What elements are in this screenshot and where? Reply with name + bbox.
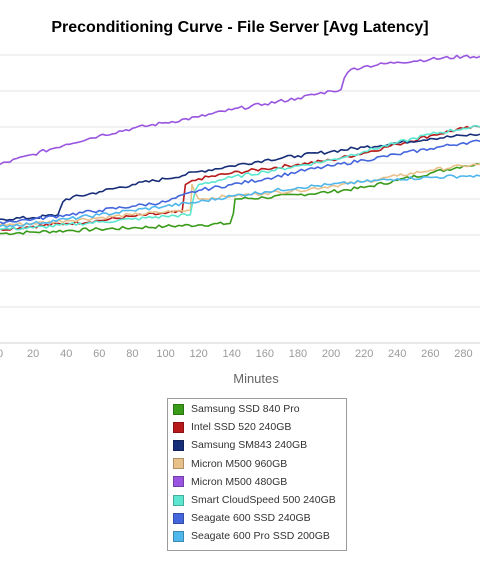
legend-label: Smart CloudSpeed 500 240GB (191, 494, 336, 507)
legend-swatch (173, 458, 184, 470)
x-tick-label: 120 (189, 348, 207, 360)
legend-item: Micron M500 960GB (168, 455, 346, 473)
legend-label: Samsung SM843 240GB (191, 439, 308, 452)
legend-item: Samsung SM843 240GB (168, 436, 346, 454)
x-tick-label: 140 (223, 348, 241, 360)
x-tick-label: 40 (60, 348, 72, 360)
series-line (0, 124, 480, 231)
x-tick-label: 200 (322, 348, 340, 360)
legend-label: Intel SSD 520 240GB (191, 421, 292, 434)
legend-swatch (173, 476, 184, 488)
legend-swatch (173, 512, 184, 524)
x-tick-label: 240 (388, 348, 406, 360)
x-tick-label: 280 (454, 348, 472, 360)
x-tick-label: 220 (355, 348, 373, 360)
legend-label: Seagate 600 Pro SSD 200GB (191, 530, 330, 543)
legend-swatch (173, 439, 184, 451)
x-tick-label: 260 (421, 348, 439, 360)
series-line (0, 139, 480, 225)
legend-swatch (173, 494, 184, 506)
x-tick-label: 20 (27, 348, 39, 360)
x-tick-label: 60 (93, 348, 105, 360)
legend-item: Seagate 600 SSD 240GB (168, 509, 346, 527)
legend-swatch (173, 421, 184, 433)
x-tick-label: 100 (156, 348, 174, 360)
legend-label: Micron M500 480GB (191, 475, 288, 488)
legend-item: Intel SSD 520 240GB (168, 418, 346, 436)
chart-title: Preconditioning Curve - File Server [Avg… (51, 19, 429, 36)
legend-item: Smart CloudSpeed 500 240GB (168, 491, 346, 509)
legend-item: Seagate 600 Pro SSD 200GB (168, 527, 346, 545)
legend-label: Micron M500 960GB (191, 457, 288, 470)
x-axis-ticks: 0 20 40 60 80 100 120 140 160 180 200 220 240 260 280 (0, 348, 473, 360)
series-lines (0, 54, 480, 236)
x-tick-label: 160 (256, 348, 274, 360)
line-chart: 020406080100120140160180200220240260280 … (0, 54, 480, 386)
x-tick-label: 80 (126, 348, 138, 360)
x-tick-label: 0 (0, 348, 3, 360)
legend-item: Samsung SSD 840 Pro (168, 400, 346, 418)
legend-item: Micron M500 480GB (168, 473, 346, 491)
x-tick-label: 180 (289, 348, 307, 360)
chart-legend: Samsung SSD 840 Pro Intel SSD 520 240GB Sa… (167, 398, 347, 551)
legend-swatch (173, 530, 184, 542)
x-axis-label: Minutes (233, 371, 279, 386)
legend-swatch (173, 403, 184, 415)
legend-label: Samsung SSD 840 Pro (191, 403, 300, 416)
series-line (0, 54, 480, 166)
series-line (0, 133, 480, 222)
legend-label: Seagate 600 SSD 240GB (191, 512, 311, 525)
series-line (0, 174, 480, 229)
